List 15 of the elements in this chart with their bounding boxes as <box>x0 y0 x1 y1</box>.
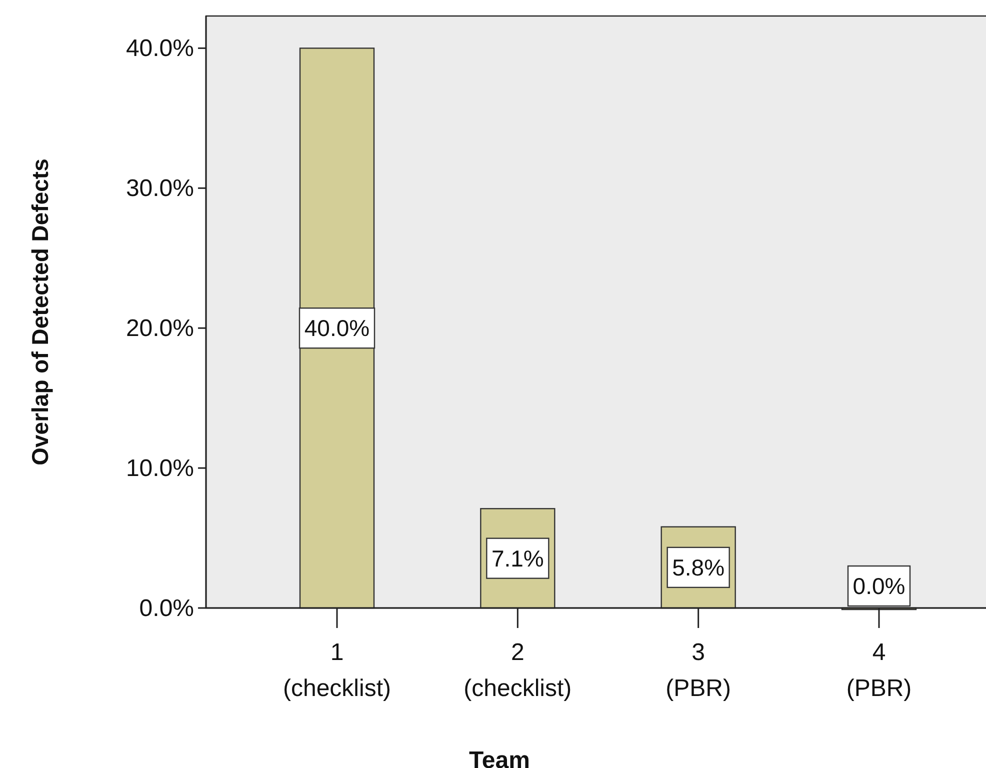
x-tick-label: 4 (PBR) <box>846 639 912 702</box>
data-label: 7.1% <box>491 545 544 572</box>
x-tick-label: 1 (checklist) <box>282 639 392 702</box>
x-tick-label: 2 (checklist) <box>464 639 572 702</box>
data-label: 40.0% <box>304 315 370 342</box>
y-tick-label: 0.0% <box>139 595 194 622</box>
x-tick-label: 3 (PBR) <box>666 639 732 702</box>
y-tick-label: 10.0% <box>126 455 194 482</box>
y-axis-title: Overlap of Detected Defects <box>27 158 53 466</box>
data-label: 0.0% <box>852 573 906 599</box>
y-tick-label: 20.0% <box>126 315 194 342</box>
y-tick-label: 30.0% <box>126 175 194 202</box>
y-tick-label: 40.0% <box>126 35 194 62</box>
data-label: 5.8% <box>672 554 725 580</box>
x-axis-title: Team <box>469 747 530 768</box>
